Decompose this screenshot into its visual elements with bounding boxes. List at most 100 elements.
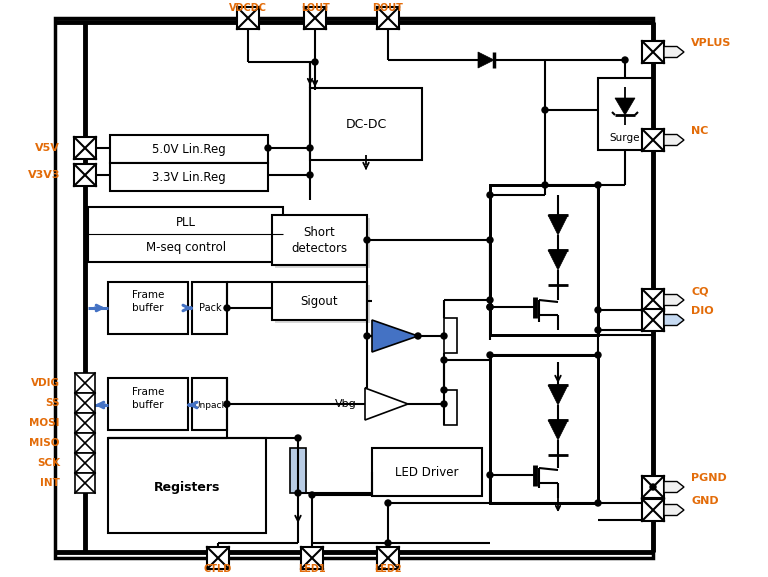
Bar	[75, 393, 95, 413]
Text: NC: NC	[691, 126, 708, 136]
Polygon shape	[664, 504, 684, 515]
Text: Pack: Pack	[199, 303, 221, 313]
Circle shape	[415, 333, 421, 339]
Circle shape	[542, 107, 548, 113]
Bar	[192, 282, 227, 334]
Text: Registers: Registers	[154, 481, 220, 493]
Circle shape	[542, 182, 548, 188]
Text: PGND: PGND	[691, 473, 727, 483]
Bar	[490, 185, 598, 335]
Text: 5.0V Lin.Reg: 5.0V Lin.Reg	[152, 143, 226, 155]
Bar	[237, 7, 259, 29]
Bar	[310, 88, 422, 160]
Text: V5V: V5V	[35, 143, 60, 153]
Polygon shape	[664, 314, 684, 325]
Bar	[192, 378, 227, 430]
Bar	[642, 129, 664, 151]
Text: Surge: Surge	[610, 133, 641, 143]
Bar	[75, 433, 95, 453]
Polygon shape	[664, 481, 684, 493]
Bar	[108, 438, 266, 533]
Text: SS: SS	[45, 398, 60, 408]
Text: VDIG: VDIG	[31, 378, 60, 388]
Bar	[642, 289, 664, 311]
Bar	[444, 318, 457, 353]
Bar	[598, 78, 653, 150]
Text: DOUT: DOUT	[372, 3, 403, 13]
Text: CTLD: CTLD	[204, 564, 232, 574]
Text: DIO: DIO	[691, 306, 713, 316]
Circle shape	[595, 327, 601, 333]
Bar	[272, 282, 367, 320]
Text: INT: INT	[40, 478, 60, 488]
Text: Sigout: Sigout	[300, 294, 338, 308]
Bar	[207, 547, 229, 569]
Text: MISO: MISO	[29, 438, 60, 448]
Polygon shape	[664, 294, 684, 305]
Bar	[520, 360, 595, 498]
Text: MOSI: MOSI	[29, 418, 60, 428]
Bar	[372, 448, 482, 496]
Bar	[108, 282, 188, 334]
Circle shape	[622, 57, 628, 63]
Text: LOUT: LOUT	[300, 3, 329, 13]
Polygon shape	[372, 320, 418, 352]
Text: Frame: Frame	[132, 387, 164, 397]
Circle shape	[487, 237, 493, 243]
Circle shape	[265, 145, 271, 151]
Circle shape	[295, 490, 301, 496]
Bar	[75, 413, 95, 433]
Text: LED2: LED2	[374, 564, 402, 574]
Bar	[75, 453, 95, 473]
Circle shape	[309, 492, 315, 498]
Bar	[108, 378, 188, 430]
Circle shape	[441, 357, 447, 363]
Circle shape	[307, 172, 313, 178]
Bar	[275, 218, 370, 268]
Bar	[490, 355, 598, 503]
Circle shape	[364, 333, 370, 339]
Bar	[74, 137, 96, 159]
Bar	[377, 547, 399, 569]
Bar	[490, 185, 598, 335]
Circle shape	[441, 387, 447, 393]
Bar	[642, 476, 664, 498]
Text: buffer: buffer	[132, 303, 164, 313]
Text: Vbg: Vbg	[336, 399, 357, 409]
Circle shape	[224, 401, 230, 407]
Bar	[642, 499, 664, 521]
Circle shape	[487, 304, 493, 310]
Bar	[75, 373, 95, 393]
Circle shape	[307, 145, 313, 151]
Text: VPLUS: VPLUS	[691, 38, 731, 48]
Circle shape	[487, 352, 493, 358]
Polygon shape	[365, 388, 408, 420]
Circle shape	[595, 307, 601, 313]
Circle shape	[312, 59, 318, 65]
Bar	[272, 215, 367, 265]
Bar	[74, 164, 96, 186]
Bar	[444, 390, 457, 425]
Text: buffer: buffer	[132, 400, 164, 410]
Polygon shape	[548, 385, 568, 405]
Circle shape	[441, 401, 447, 407]
Text: GND: GND	[691, 496, 719, 506]
Bar	[642, 309, 664, 331]
Bar	[642, 41, 664, 63]
Text: PLL: PLL	[176, 215, 196, 228]
Bar	[520, 190, 595, 330]
Bar	[301, 547, 323, 569]
Circle shape	[595, 500, 601, 506]
Text: M-seq control: M-seq control	[146, 242, 226, 254]
Circle shape	[364, 237, 370, 243]
Text: V3V3: V3V3	[28, 170, 60, 180]
Text: detectors: detectors	[291, 242, 347, 254]
Bar	[110, 163, 268, 191]
Text: LED1: LED1	[298, 564, 326, 574]
Text: Short: Short	[303, 226, 335, 238]
Circle shape	[487, 297, 493, 303]
Polygon shape	[664, 47, 684, 58]
Text: 3.3V Lin.Reg: 3.3V Lin.Reg	[152, 170, 226, 183]
Text: SCK: SCK	[37, 458, 60, 468]
Text: CQ: CQ	[691, 286, 709, 296]
